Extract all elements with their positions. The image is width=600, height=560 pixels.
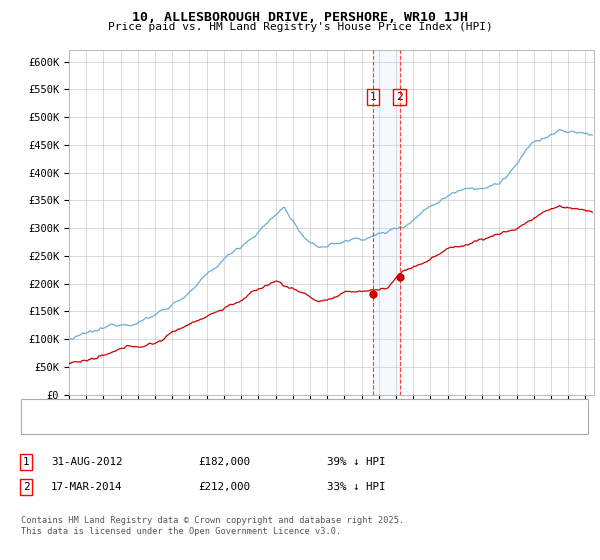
Text: 1: 1 xyxy=(370,92,376,102)
Text: 17-MAR-2014: 17-MAR-2014 xyxy=(51,482,122,492)
Text: 31-AUG-2012: 31-AUG-2012 xyxy=(51,457,122,467)
Text: ─────: ───── xyxy=(33,403,71,417)
Text: 2: 2 xyxy=(396,92,403,102)
Text: Price paid vs. HM Land Registry's House Price Index (HPI): Price paid vs. HM Land Registry's House … xyxy=(107,22,493,32)
Bar xyxy=(373,50,400,395)
Text: 2: 2 xyxy=(23,482,29,492)
Text: £212,000: £212,000 xyxy=(198,482,250,492)
Text: HPI: Average price, detached house, Wychavon: HPI: Average price, detached house, Wych… xyxy=(75,422,334,432)
Text: 10, ALLESBOROUGH DRIVE, PERSHORE, WR10 1JH: 10, ALLESBOROUGH DRIVE, PERSHORE, WR10 1… xyxy=(132,11,468,24)
Text: 39% ↓ HPI: 39% ↓ HPI xyxy=(327,457,386,467)
Text: £182,000: £182,000 xyxy=(198,457,250,467)
Text: 33% ↓ HPI: 33% ↓ HPI xyxy=(327,482,386,492)
Text: ─────: ───── xyxy=(33,421,71,434)
Text: 10, ALLESBOROUGH DRIVE, PERSHORE, WR10 1JH (detached house): 10, ALLESBOROUGH DRIVE, PERSHORE, WR10 1… xyxy=(75,405,422,415)
Text: 1: 1 xyxy=(23,457,29,467)
Text: Contains HM Land Registry data © Crown copyright and database right 2025.
This d: Contains HM Land Registry data © Crown c… xyxy=(21,516,404,536)
